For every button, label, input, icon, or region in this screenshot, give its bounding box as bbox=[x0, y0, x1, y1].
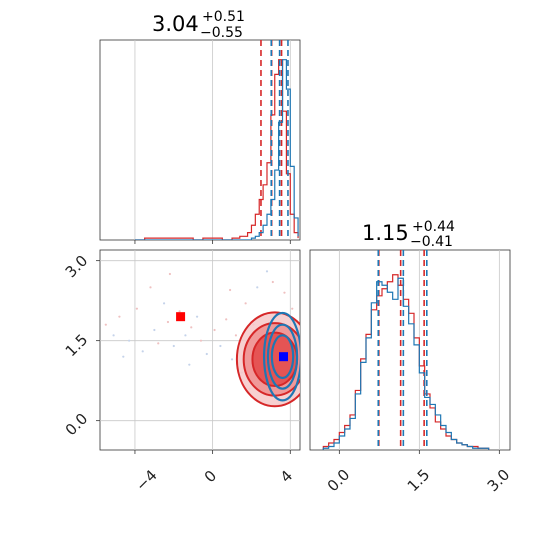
joint-scatter-point-12 bbox=[178, 310, 181, 313]
joint-scatter-point-22 bbox=[234, 334, 238, 337]
joint-ytick-label-0: 0.0 bbox=[62, 410, 92, 440]
joint-scatter-point-38 bbox=[228, 288, 232, 292]
joint-ytick-label-1: 1.5 bbox=[62, 331, 92, 361]
joint-scatter-point-29 bbox=[265, 270, 269, 273]
hist2-layer bbox=[322, 250, 490, 450]
joint-scatter-point-9 bbox=[162, 302, 166, 305]
hist2-series-0-step bbox=[322, 274, 490, 450]
joint-scatter-point-21 bbox=[230, 358, 234, 361]
joint-scatter-point-1 bbox=[112, 334, 115, 337]
joint-scatter-point-30 bbox=[271, 280, 274, 284]
joint-scatter-point-27 bbox=[256, 286, 259, 289]
joint-contour-b-level-2 bbox=[262, 311, 300, 402]
joint-scatter-point-10 bbox=[166, 320, 170, 324]
hist2-xtick-label-0: 0.0 bbox=[324, 466, 354, 496]
joint-scatter-point-6 bbox=[149, 286, 152, 289]
joint-scatter-point-16 bbox=[199, 339, 203, 342]
hist2-series-1-step bbox=[322, 277, 490, 450]
panel-hist-param1 bbox=[99, 39, 301, 241]
hist1-series-1-step bbox=[134, 59, 299, 240]
joint-scatter-point-4 bbox=[135, 307, 138, 310]
joint-layer bbox=[104, 270, 300, 408]
hist2-xtick-label-1: 1.5 bbox=[404, 466, 434, 496]
joint-scatter-point-36 bbox=[168, 272, 172, 276]
joint-scatter-point-2 bbox=[118, 315, 121, 318]
joint-scatter-point-19 bbox=[219, 344, 222, 348]
title-param1-plus: +0.51 bbox=[202, 9, 245, 25]
joint-scatter-point-7 bbox=[153, 328, 156, 332]
joint-scatter-point-18 bbox=[213, 328, 216, 332]
hist1-frame bbox=[99, 39, 301, 241]
joint-scatter-point-14 bbox=[190, 326, 193, 329]
tick-layer bbox=[96, 240, 500, 454]
joint-scatter-point-24 bbox=[244, 302, 247, 305]
hist2-xtick-label-2: 3.0 bbox=[484, 466, 514, 496]
title-param1-minus: −0.55 bbox=[200, 25, 243, 41]
hist2-frame bbox=[309, 249, 511, 451]
joint-ytick-label-2: 3.0 bbox=[62, 252, 92, 282]
joint-scatter-point-11 bbox=[172, 344, 175, 348]
joint-scatter-point-32 bbox=[283, 291, 286, 294]
joint-scatter-point-39 bbox=[188, 363, 191, 366]
joint-scatter-point-17 bbox=[205, 352, 208, 356]
joint-xtick-label-1: 0 bbox=[201, 467, 220, 486]
joint-contour-b-level-1 bbox=[266, 323, 299, 390]
joint-scatter-point-20 bbox=[225, 318, 228, 321]
title-param2-value: 1.15 bbox=[362, 221, 409, 245]
joint-scatter-point-34 bbox=[291, 307, 294, 310]
joint-scatter-point-37 bbox=[122, 355, 125, 358]
joint-scatter-point-8 bbox=[157, 342, 160, 345]
title-param2-plus: +0.44 bbox=[412, 219, 455, 235]
title-param2-minus: −0.41 bbox=[410, 234, 453, 250]
panel-hist-param2 bbox=[309, 249, 511, 451]
joint-scatter-point-15 bbox=[195, 315, 199, 318]
joint-contour-b-level-0 bbox=[270, 334, 295, 380]
joint-scatter-point-0 bbox=[104, 323, 107, 326]
joint-scatter-point-5 bbox=[141, 350, 144, 353]
joint-scatter-point-3 bbox=[128, 339, 131, 342]
title-param1-value: 3.04 bbox=[152, 12, 199, 36]
hist1-series-0-step bbox=[134, 59, 299, 240]
joint-marker-b bbox=[278, 352, 288, 362]
hist1-layer bbox=[134, 40, 299, 240]
joint-marker-a bbox=[176, 312, 186, 322]
joint-scatter-point-13 bbox=[184, 334, 187, 337]
joint-xtick-label-2: 4 bbox=[277, 467, 296, 486]
joint-xtick-label-0: −4 bbox=[132, 466, 160, 494]
